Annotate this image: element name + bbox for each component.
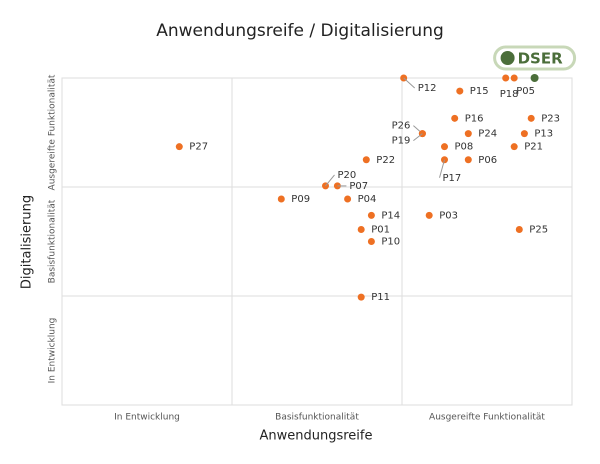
y-tick-label: In Entwicklung	[48, 318, 58, 384]
point	[515, 226, 523, 234]
logo-badge	[493, 45, 577, 71]
point-label: P03	[439, 210, 458, 221]
point-label: P20	[338, 170, 357, 181]
logo-text: DSER	[518, 50, 564, 68]
point	[344, 195, 352, 203]
logo-icon	[500, 51, 515, 65]
point-label: P17	[443, 173, 462, 184]
point-label: P09	[291, 194, 310, 205]
x-tick-label: In Entwicklung	[114, 413, 180, 423]
point-label: P27	[189, 142, 208, 153]
leader-line	[439, 159, 445, 178]
plot-area	[61, 77, 573, 406]
point	[451, 114, 459, 122]
point	[527, 114, 535, 122]
point-label: P13	[534, 129, 553, 140]
x-tick-label: Ausgereifte Funktionalität	[429, 413, 545, 423]
point-label: P06	[478, 155, 497, 166]
point-label: P23	[541, 113, 560, 124]
point-label: P04	[358, 194, 377, 205]
point-label: P16	[465, 113, 484, 124]
point-label: P07	[349, 181, 368, 192]
point	[357, 226, 365, 234]
highlight-point	[530, 74, 539, 82]
point	[510, 74, 518, 82]
point-label: P12	[418, 83, 437, 94]
point	[367, 238, 375, 245]
x-tick-label: Basisfunktionalität	[275, 413, 359, 423]
point	[367, 211, 375, 219]
y-tick-label: Basisfunktionalität	[48, 199, 58, 283]
point-label: P01	[371, 225, 390, 236]
point	[277, 195, 285, 203]
point-label: P21	[524, 142, 543, 153]
point	[357, 293, 365, 301]
point-label: P08	[455, 142, 474, 153]
point-label: P26	[392, 121, 411, 132]
point	[362, 156, 370, 164]
chart-title: Anwendungsreife / Digitalisierung	[156, 21, 444, 41]
point	[510, 143, 518, 151]
point	[464, 130, 472, 138]
point	[520, 130, 528, 138]
point-label: P05	[516, 86, 535, 97]
y-tick-label: Ausgereifte Funktionalität	[48, 74, 58, 190]
point	[175, 143, 183, 151]
point	[456, 87, 464, 95]
x-axis-title: Anwendungsreife	[259, 429, 372, 444]
point	[502, 74, 510, 82]
point-label: P15	[470, 86, 489, 97]
point-label: P22	[376, 155, 395, 166]
leader-line	[403, 77, 416, 89]
point-label: P18	[500, 89, 519, 100]
point-label: P24	[478, 129, 497, 140]
point-label: P25	[529, 225, 548, 236]
point	[464, 156, 472, 164]
point-label: P11	[371, 292, 390, 303]
point-label: P14	[381, 210, 400, 221]
leader-line	[325, 174, 335, 187]
point-label: P10	[381, 237, 400, 248]
y-axis-title: Digitalisierung	[20, 195, 35, 289]
point	[425, 211, 433, 219]
point-label: P19	[392, 136, 411, 147]
leader-line	[413, 133, 423, 141]
point	[441, 143, 448, 151]
